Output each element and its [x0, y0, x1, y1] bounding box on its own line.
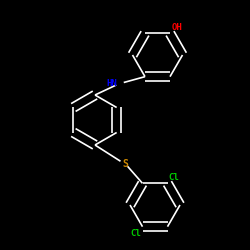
Text: S: S	[122, 159, 128, 169]
Text: HN: HN	[107, 79, 118, 88]
Text: Cl: Cl	[130, 229, 141, 238]
Text: OH: OH	[171, 23, 182, 32]
Text: Cl: Cl	[169, 173, 179, 182]
